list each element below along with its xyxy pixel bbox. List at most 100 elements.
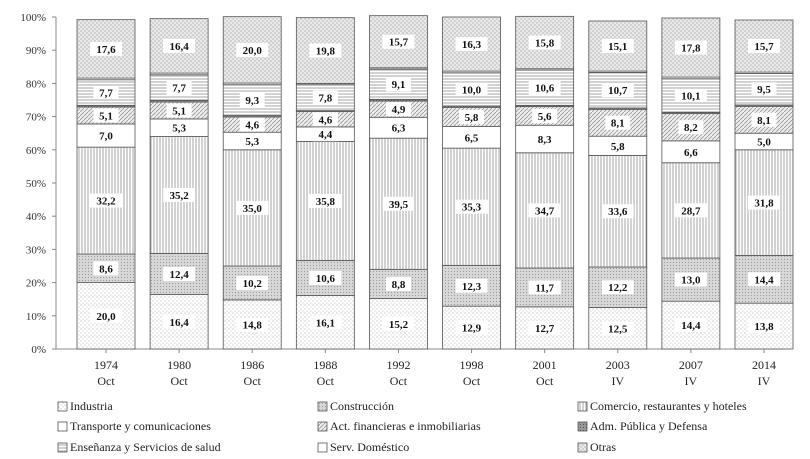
data-label: 39,5: [389, 199, 409, 211]
x-tick-label: Oct: [170, 374, 188, 388]
legend-label: Transporte y comunicaciones: [70, 419, 211, 433]
data-label: 35,8: [316, 196, 336, 208]
data-label-bg: [93, 85, 119, 100]
bars: 20,0 8,6 32,2 7,0 5,1 7,7 17,6 16,4 12,4 35,2 5,3 5…: [76, 15, 794, 350]
data-label-bg: [751, 134, 777, 149]
data-label: 8,1: [757, 115, 771, 127]
x-tick-label: Oct: [390, 374, 408, 388]
data-label: 14,4: [681, 320, 701, 332]
x-tick-labels: 1974 Oct 1980 Oct 1986 Oct 1988 Oct 1992 Oct 1998 O…: [94, 349, 776, 388]
data-label-bg: [455, 199, 488, 214]
data-label: 10,6: [535, 83, 555, 95]
data-label: 7,8: [318, 93, 332, 105]
data-label-bg: [748, 319, 780, 334]
data-label-bg: [528, 320, 561, 335]
data-label: 4,4: [318, 129, 332, 141]
data-label: 17,8: [681, 43, 701, 55]
x-tick-label: IV: [758, 374, 771, 388]
legend-swatch: [577, 401, 588, 412]
data-label: 5,1: [99, 110, 113, 122]
legend-item: Serv. Doméstico: [317, 440, 409, 454]
data-label-bg: [236, 42, 269, 57]
bar-stack: 16,1 10,6 35,8 4,4 4,6 7,8 19,8: [295, 17, 355, 350]
data-label: 16,1: [316, 317, 335, 329]
data-label: 7,7: [172, 83, 186, 95]
x-tick-label: 1992: [386, 358, 410, 372]
data-label-bg: [528, 80, 561, 95]
data-label-bg: [528, 203, 561, 218]
bar-stack: 20,0 8,6 32,2 7,0 5,1 7,7 17,6: [76, 19, 136, 350]
data-label: 15,7: [389, 37, 409, 49]
data-label-bg: [166, 120, 192, 135]
data-label: 10,1: [681, 91, 700, 103]
legend-label: Act. financieras e inmobiliarias: [330, 419, 481, 433]
legend-item: Adm. Pública y Defensa: [577, 419, 708, 433]
legend-item: Otras: [577, 440, 616, 454]
data-label: 34,7: [535, 205, 555, 217]
bar-segment: [222, 84, 282, 117]
x-tick-label: Oct: [317, 374, 335, 388]
data-label: 10,6: [316, 273, 336, 285]
data-label-bg: [455, 37, 488, 52]
data-label: 7,7: [99, 88, 113, 100]
legend-item: Transporte y comunicaciones: [57, 419, 211, 433]
data-label: 13,8: [754, 321, 774, 333]
data-label-bg: [382, 34, 415, 49]
data-label-bg: [455, 320, 488, 335]
data-label-bg: [674, 40, 707, 55]
data-label: 12,3: [462, 281, 482, 293]
data-label: 8,8: [392, 279, 406, 291]
data-label-bg: [166, 80, 192, 95]
legend-label: Construcción: [330, 399, 394, 413]
data-label: 35,2: [169, 190, 189, 202]
data-label: 5,8: [465, 112, 479, 124]
data-label: 14,8: [243, 319, 263, 331]
x-tick-label: Oct: [97, 374, 115, 388]
y-tick-label: 0%: [31, 344, 46, 356]
data-label: 32,2: [96, 196, 116, 208]
data-label-bg: [312, 112, 338, 127]
x-tick-label: 1986: [240, 358, 264, 372]
data-label-bg: [90, 308, 122, 323]
data-label-bg: [748, 272, 780, 287]
legend-swatch: [317, 442, 328, 453]
data-label-bg: [309, 43, 342, 58]
data-label: 31,8: [754, 198, 774, 210]
data-label: 10,7: [608, 85, 628, 97]
data-label-bg: [601, 83, 634, 98]
data-label-bg: [163, 187, 196, 202]
data-label: 8,3: [538, 134, 552, 146]
data-label-bg: [309, 270, 342, 285]
x-tick-label: Oct: [244, 374, 262, 388]
data-label: 11,7: [535, 282, 554, 294]
legend-label: Otras: [590, 440, 616, 454]
legend-swatch: [57, 421, 68, 432]
data-label-bg: [239, 117, 265, 132]
legend-label: Industria: [70, 399, 113, 413]
data-label-bg: [459, 130, 485, 145]
legend-swatch: [577, 421, 588, 432]
y-tick-label: 60%: [26, 145, 46, 157]
data-label-bg: [678, 144, 704, 159]
legend: Industria Construcción Comercio, restauran…: [57, 399, 747, 454]
data-label: 5,1: [172, 105, 186, 117]
data-label-bg: [239, 134, 265, 149]
x-tick-label: IV: [611, 374, 624, 388]
legend-item: Construcción: [317, 399, 394, 413]
data-label-bg: [309, 315, 342, 330]
y-tick-label: 50%: [26, 178, 46, 190]
legend-swatch: [577, 442, 588, 453]
data-label: 5,3: [245, 136, 259, 148]
x-tick-label: 2003: [606, 358, 630, 372]
data-label-bg: [93, 108, 119, 123]
data-label: 15,8: [535, 38, 555, 50]
data-label: 20,0: [243, 45, 263, 57]
x-tick-label: IV: [685, 374, 698, 388]
data-label-bg: [239, 93, 265, 108]
data-label-bg: [382, 196, 415, 211]
data-label: 5,6: [538, 111, 552, 123]
legend-label: Serv. Doméstico: [330, 440, 409, 454]
data-label-bg: [751, 82, 777, 97]
data-label: 10,0: [462, 84, 482, 96]
